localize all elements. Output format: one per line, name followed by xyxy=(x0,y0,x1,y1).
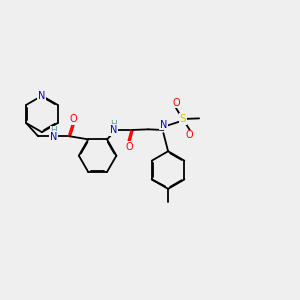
Text: O: O xyxy=(69,114,77,124)
Text: O: O xyxy=(186,130,194,140)
Text: O: O xyxy=(172,98,180,108)
Text: H: H xyxy=(110,120,117,129)
Text: N: N xyxy=(110,125,117,135)
Text: H: H xyxy=(50,126,57,135)
Text: O: O xyxy=(125,142,133,152)
Text: N: N xyxy=(38,91,46,101)
Text: S: S xyxy=(179,114,186,124)
Text: N: N xyxy=(50,132,58,142)
Text: N: N xyxy=(160,120,167,130)
